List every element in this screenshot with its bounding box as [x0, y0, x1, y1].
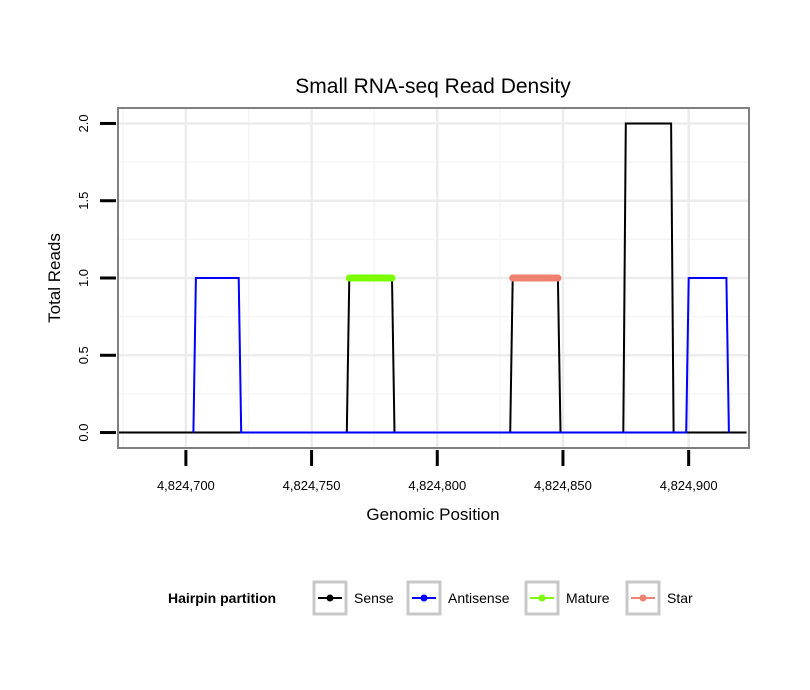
x-tick-label: 4,824,750 [283, 478, 341, 493]
legend-key-point [420, 594, 428, 602]
legend-title: Hairpin partition [168, 590, 276, 606]
y-tick-label: 0.0 [76, 424, 91, 442]
legend-label-sense: Sense [354, 590, 394, 606]
x-tick-label: 4,824,800 [408, 478, 466, 493]
x-tick-label: 4,824,700 [157, 478, 215, 493]
series-layer [118, 122, 747, 434]
series-line-antisense [192, 277, 730, 434]
legend-key-point [538, 594, 546, 602]
plot-panel-border [117, 107, 750, 449]
y-tick-label: 1.5 [76, 192, 91, 210]
x-axis-title: Genomic Position [366, 505, 499, 524]
legend-label-star: Star [667, 590, 693, 606]
legend-key-point [639, 594, 647, 602]
y-tick-label: 1.0 [76, 269, 91, 287]
y-tick-label: 2.0 [76, 114, 91, 132]
x-tick-label: 4,824,850 [534, 478, 592, 493]
legend-key-point [326, 594, 334, 602]
y-tick-label: 0.5 [76, 346, 91, 364]
legend-label-mature: Mature [566, 590, 610, 606]
y-axis-title: Total Reads [45, 233, 64, 323]
x-tick-label: 4,824,900 [660, 478, 718, 493]
x-axis: 4,824,700 4,824,750 4,824,800 4,824,850 4,82… [157, 450, 718, 493]
chart-title: Small RNA-seq Read Density [295, 75, 571, 98]
legend: Hairpin partition Sense Antisense Mature St… [168, 580, 693, 616]
y-axis: 0.0 0.5 1.0 1.5 2.0 [76, 114, 116, 442]
legend-label-antisense: Antisense [448, 590, 510, 606]
